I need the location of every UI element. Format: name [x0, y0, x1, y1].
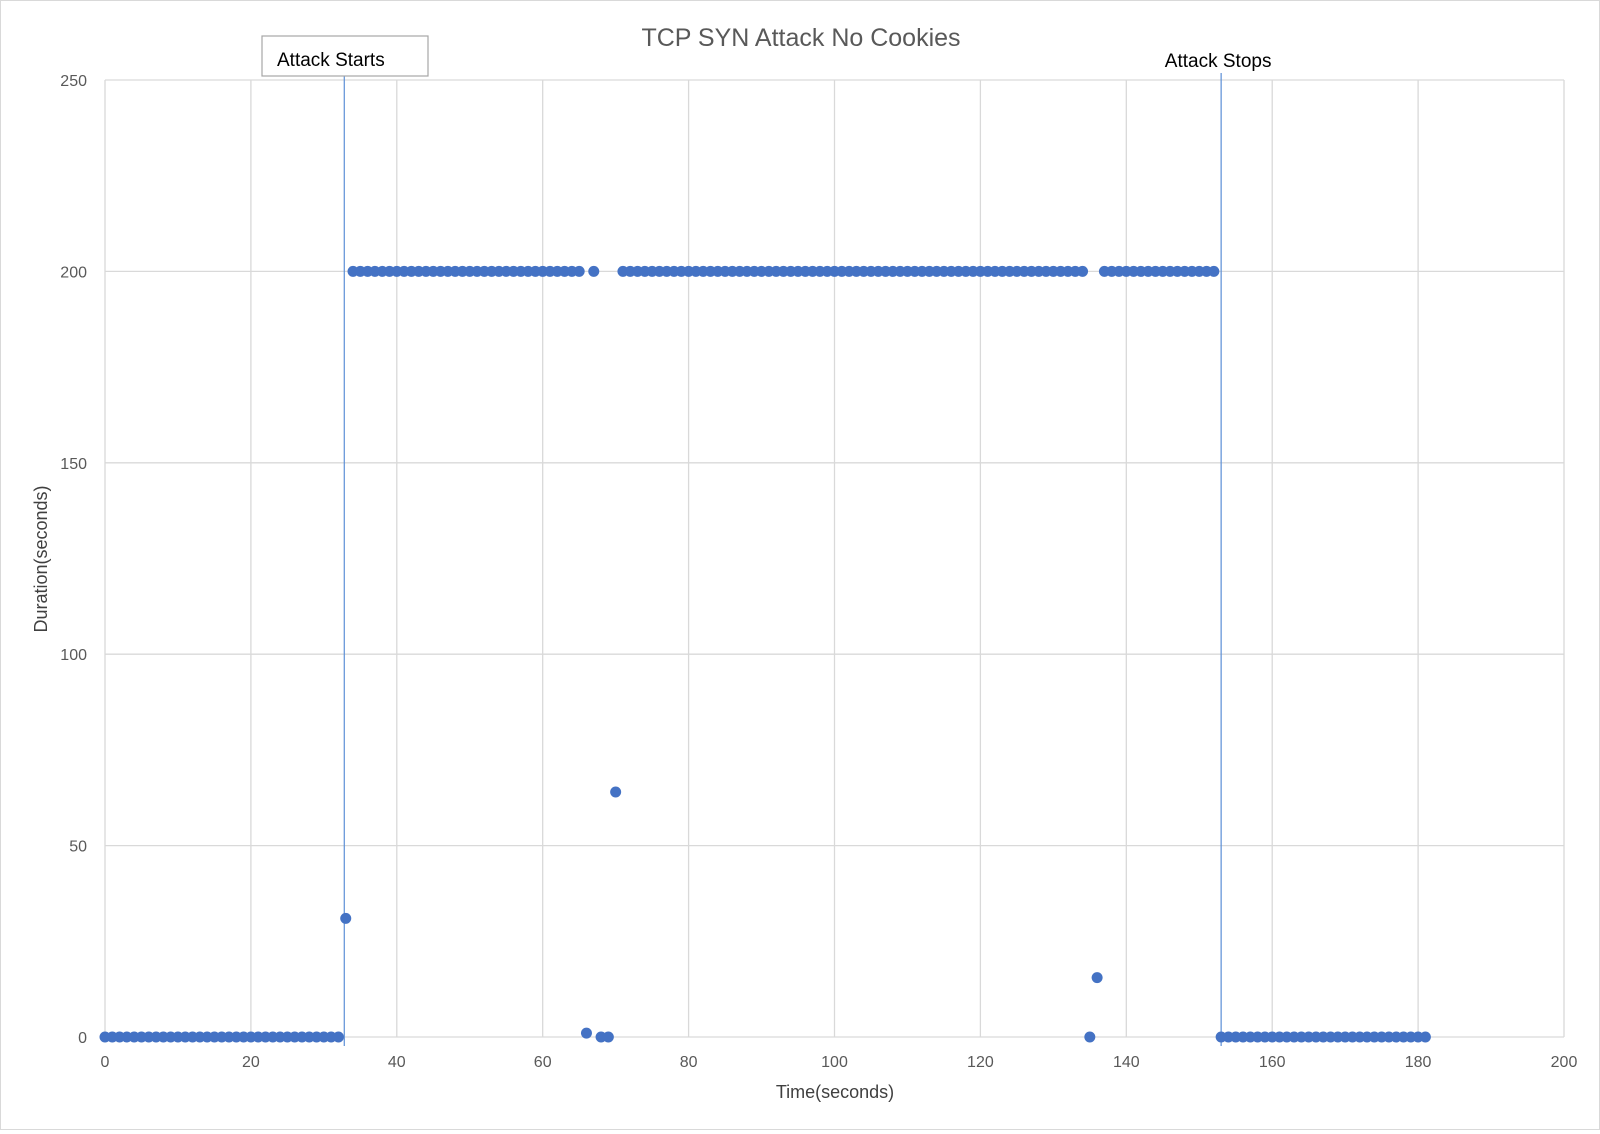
x-tick-label: 0	[101, 1054, 110, 1071]
data-point	[1208, 265, 1220, 277]
annotation-box	[261, 35, 429, 77]
x-axis-title: Time(seconds)	[776, 1082, 894, 1102]
data-point	[573, 265, 585, 277]
x-tick-label: 200	[1551, 1054, 1578, 1071]
data-point	[610, 786, 622, 798]
attack-markers: Attack Starts Attack Stops	[261, 35, 1272, 1046]
data-point	[340, 912, 352, 924]
x-tick-label: 40	[388, 1054, 406, 1071]
x-tick-label: 100	[821, 1054, 848, 1071]
gridlines	[104, 79, 1565, 1038]
x-tick-label: 60	[534, 1054, 552, 1071]
y-tick-label: 50	[69, 839, 87, 856]
x-tick-label: 160	[1259, 1054, 1286, 1071]
data-point	[1077, 265, 1089, 277]
x-tick-label: 120	[967, 1054, 994, 1071]
y-tick-label: 150	[60, 456, 87, 473]
data-point	[580, 1027, 592, 1039]
y-axis-title: Duration(seconds)	[31, 485, 51, 632]
data-point	[332, 1031, 344, 1043]
data-points	[99, 265, 1431, 1043]
y-tick-label: 200	[60, 264, 87, 281]
y-tick-label: 0	[78, 1030, 87, 1047]
data-point	[1084, 1031, 1096, 1043]
annotation-attack-starts: Attack Starts	[277, 50, 385, 71]
data-point	[1091, 972, 1103, 984]
annotation-attack-stops: Attack Stops	[1165, 51, 1272, 72]
axis-ticks: 0 20 40 60 80 100 120 140 160 180 200 0 50 100 150 200 2…	[60, 73, 1577, 1071]
x-tick-label: 20	[242, 1054, 260, 1071]
y-tick-label: 100	[60, 647, 87, 664]
data-point	[1419, 1031, 1431, 1043]
y-tick-label: 250	[60, 73, 87, 90]
data-point	[602, 1031, 614, 1043]
chart-title: TCP SYN Attack No Cookies	[641, 24, 960, 52]
x-tick-label: 80	[680, 1054, 698, 1071]
x-tick-label: 140	[1113, 1054, 1140, 1071]
x-tick-label: 180	[1405, 1054, 1432, 1071]
data-point	[588, 265, 600, 277]
